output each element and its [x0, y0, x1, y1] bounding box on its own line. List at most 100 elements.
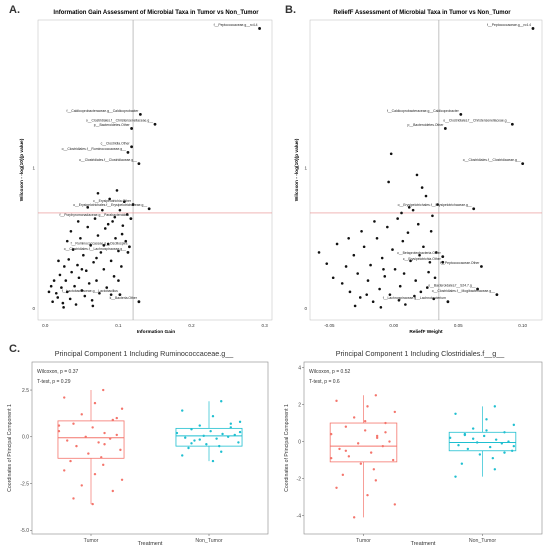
jitter-point	[238, 430, 242, 434]
jitter-point	[93, 472, 97, 476]
jitter-point	[237, 441, 240, 444]
point-label: f__Caldicoprobacteraceae.g__Caldicoproba…	[387, 109, 460, 113]
data-point	[95, 279, 98, 282]
jitter-point	[202, 434, 205, 438]
data-point	[428, 260, 432, 264]
jitter-point	[115, 416, 118, 420]
y-tick-label: 2.5	[22, 388, 29, 394]
data-point	[103, 227, 107, 230]
chart-d-marks: -4 -2 0 2 4 Tumor Non_Tumor	[297, 365, 517, 544]
data-point	[402, 272, 406, 275]
jitter-point	[384, 421, 387, 425]
jitter-point	[211, 415, 215, 418]
jitter-point	[97, 441, 100, 444]
data-point	[98, 291, 101, 295]
data-point	[102, 267, 106, 271]
data-point	[387, 180, 390, 184]
jitter-point	[478, 453, 482, 456]
labeled-data-point	[446, 300, 450, 304]
jitter-point	[103, 431, 106, 435]
data-point	[121, 224, 125, 227]
chart-d-ylabel: Coordinates of Principal Component 1	[284, 404, 290, 492]
jitter-point	[463, 433, 467, 437]
data-point	[106, 222, 110, 226]
labeled-data-point	[130, 127, 133, 130]
data-point	[111, 220, 114, 223]
data-point	[347, 237, 350, 240]
jitter-point	[363, 419, 367, 423]
x-tick-label: -0.05	[324, 323, 335, 328]
jitter-point	[184, 436, 187, 439]
jitter-point	[120, 407, 124, 410]
point-label: c__Clostridia.Other	[101, 141, 131, 145]
chart-d-title: Principal Component 1 Including Clostrid…	[336, 349, 506, 358]
data-point	[407, 206, 411, 209]
x-tick-label: Non_Tumor	[195, 538, 222, 544]
x-tick-label: 0.00	[389, 323, 398, 328]
data-point	[67, 258, 71, 261]
labeled-data-point	[258, 27, 261, 30]
data-point	[413, 294, 416, 298]
data-point	[60, 286, 63, 289]
point-label: f__Ruminococcaceae.g__Oscillospira	[71, 241, 128, 245]
jitter-point	[375, 434, 379, 438]
chart-d-plot-area	[303, 361, 543, 535]
data-point	[69, 229, 73, 233]
data-point	[101, 208, 104, 212]
data-point	[113, 215, 117, 219]
labeled-data-point	[130, 145, 133, 149]
jitter-point	[84, 435, 87, 438]
data-point	[86, 206, 90, 209]
data-point	[411, 208, 415, 212]
data-point	[74, 303, 78, 306]
data-point	[379, 306, 383, 309]
data-point	[63, 265, 66, 268]
y-tick-label: 0.0	[22, 435, 29, 441]
jitter-point	[66, 439, 69, 442]
chart-b-plot-area	[309, 19, 543, 321]
jitter-point	[215, 437, 218, 440]
data-point	[117, 279, 120, 282]
box-iqr	[175, 427, 243, 447]
jitter-point	[372, 468, 376, 471]
jitter-point	[482, 434, 486, 438]
data-point	[105, 286, 109, 289]
point-label: o__Clostridiales.f__Christensenellaceae.…	[443, 119, 510, 123]
jitter-point	[384, 431, 387, 434]
jitter-point	[352, 516, 356, 519]
jitter-point	[500, 442, 504, 445]
point-label: f__Lachnospiraceae.g__Lachnobacterium	[383, 296, 446, 300]
data-point	[393, 267, 397, 271]
jitter-point	[335, 399, 338, 403]
jitter-point	[181, 454, 184, 457]
data-point	[84, 269, 88, 273]
jitter-point	[503, 451, 506, 454]
labeled-data-point	[128, 245, 131, 249]
jitter-point	[91, 426, 94, 429]
jitter-point	[375, 436, 379, 440]
data-point	[73, 284, 76, 288]
point-label: c__Erysipelotrichia.Other	[93, 199, 132, 203]
labeled-data-point	[147, 207, 151, 211]
point-label: o__Clostridiales.f__Clostridiaceae.g__	[463, 158, 521, 162]
data-point	[369, 263, 372, 267]
jitter-point	[475, 441, 479, 444]
point-label: c__Erysipelotrichia.Other	[403, 257, 442, 261]
data-point	[416, 222, 420, 226]
data-point	[93, 217, 97, 220]
data-point	[397, 298, 401, 302]
y-tick-label: 1	[32, 165, 35, 170]
jitter-point	[93, 401, 97, 405]
chart-c-ylabel: Coordinates of Principal Component 1	[7, 404, 13, 492]
data-point	[49, 284, 53, 288]
labeled-data-point	[459, 112, 463, 116]
labeled-data-point	[126, 250, 130, 254]
data-point	[431, 214, 434, 218]
jitter-point	[190, 428, 193, 431]
data-point	[122, 200, 126, 203]
chart-c-marks: -5.0 -2.5 0.0 2.5 Tumor Non_Tumor	[20, 388, 243, 544]
y-tick-label: 1	[304, 165, 307, 170]
data-point	[404, 303, 407, 306]
jitter-point	[193, 439, 196, 442]
data-point	[406, 231, 410, 234]
